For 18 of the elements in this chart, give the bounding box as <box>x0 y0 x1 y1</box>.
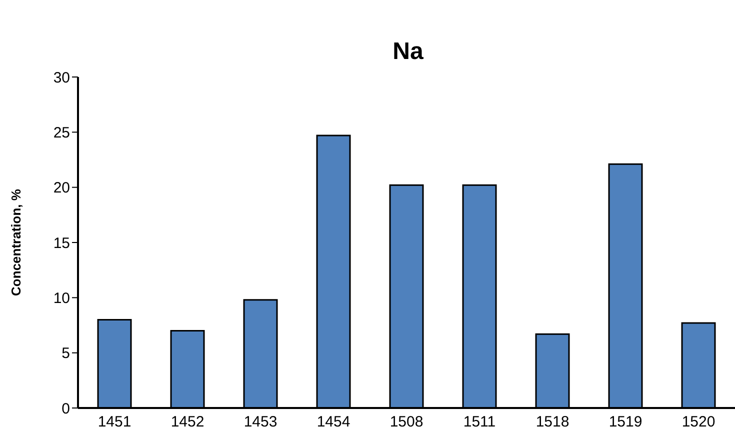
x-tick-label: 1454 <box>316 414 350 431</box>
x-tick-label: 1518 <box>536 414 570 431</box>
x-tick-label: 1519 <box>608 414 642 431</box>
y-tick-label: 5 <box>62 345 70 362</box>
x-tick-label: 1453 <box>244 414 278 431</box>
x-tick-label: 1451 <box>98 414 132 431</box>
y-tick-label: 25 <box>53 124 70 142</box>
x-tick-label: 1511 <box>463 414 496 431</box>
x-tick-label: 1520 <box>682 414 716 431</box>
x-tick-label: 1508 <box>390 414 424 431</box>
x-tick-label: 1452 <box>170 414 204 431</box>
y-tick-label: 10 <box>53 290 70 307</box>
chart-title: Na <box>392 38 424 66</box>
y-tick-label: 30 <box>53 69 70 86</box>
y-tick-label: 20 <box>53 180 70 197</box>
y-tick-label: 15 <box>53 234 70 252</box>
y-tick-label: 0 <box>62 400 70 418</box>
y-axis-title: Concentration, % <box>8 188 24 296</box>
